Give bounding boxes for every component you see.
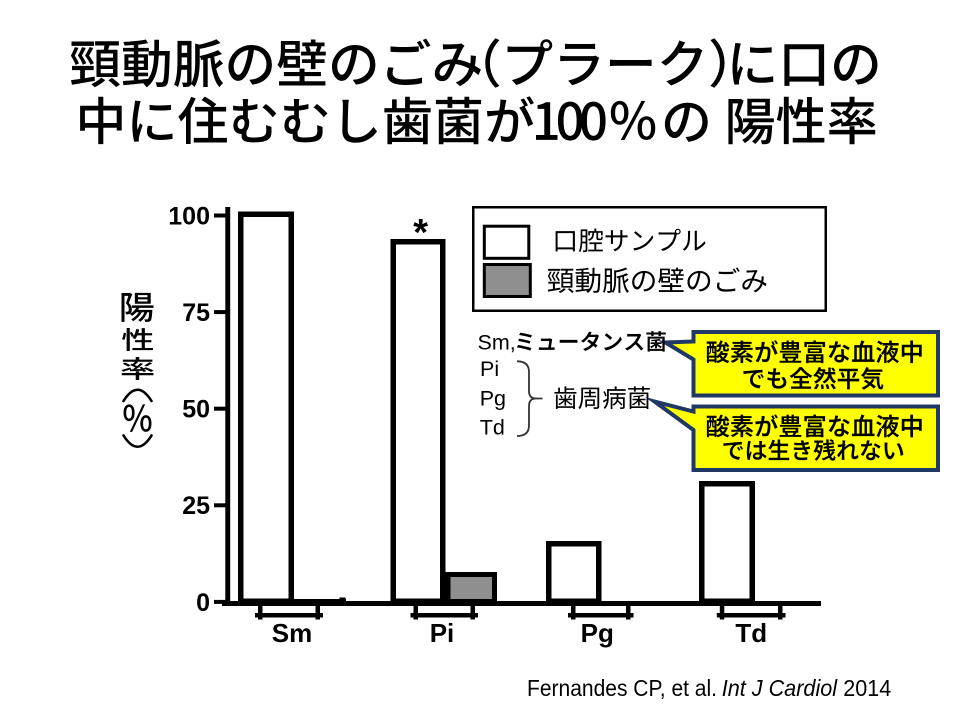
svg-text:Td: Td [480, 416, 505, 440]
svg-text:100: 100 [168, 202, 210, 230]
svg-text:25: 25 [182, 492, 210, 520]
svg-text:50: 50 [182, 396, 210, 424]
svg-text:Pg: Pg [581, 618, 614, 648]
svg-text:Pg: Pg [480, 386, 506, 410]
svg-text:75: 75 [182, 299, 210, 327]
svg-text:0: 0 [196, 589, 210, 617]
svg-text:Pi: Pi [430, 618, 455, 648]
svg-text:Pi: Pi [480, 357, 499, 381]
svg-text:Td: Td [735, 618, 767, 648]
svg-text:Int J Cardiol: Int J Cardiol [722, 675, 838, 701]
svg-text:Sm,: Sm, [478, 330, 516, 354]
svg-text:Fernandes CP, et al.: Fernandes CP, et al. [527, 675, 717, 701]
svg-text:2014: 2014 [843, 675, 891, 701]
svg-text:Sm: Sm [272, 618, 312, 648]
svg-text:*: * [413, 212, 428, 254]
